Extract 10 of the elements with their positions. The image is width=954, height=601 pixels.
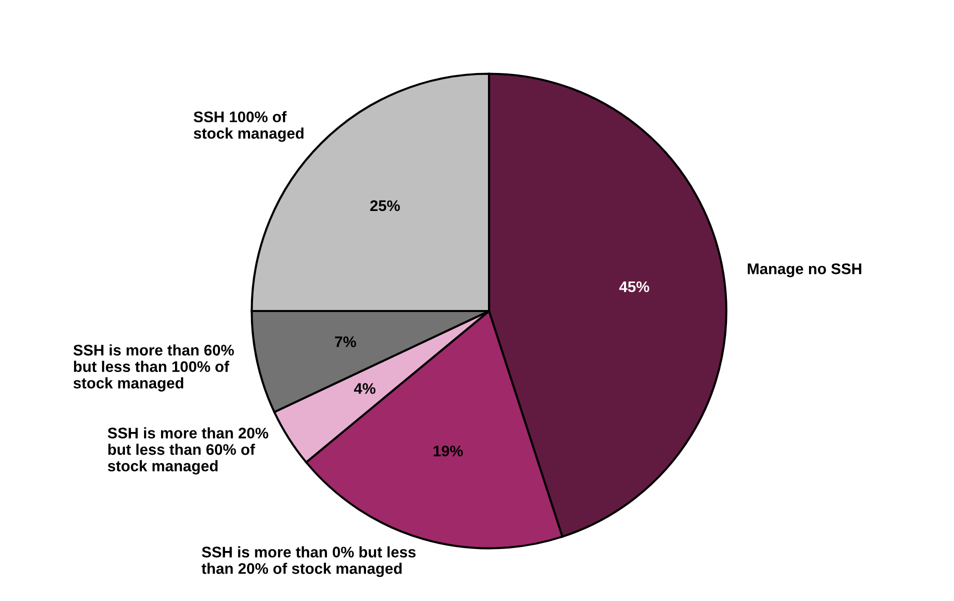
data-label: 19%	[434, 446, 463, 456]
slice-label: SSH 100% of stock managed	[194, 111, 304, 142]
data-label: 7%	[335, 336, 356, 348]
slice-label: SSH is more than 0% but less than 20% of stock managed	[202, 546, 416, 578]
data-label: 45%	[619, 281, 650, 292]
data-label: 25%	[370, 200, 400, 212]
slice-label: SSH is more than 60% but less than 100% of stock managed	[73, 344, 234, 392]
slice-label: SSH is more than 20% but less than 60% of stock managed	[108, 427, 268, 474]
slice-label: Manage no SSH	[748, 263, 862, 278]
data-label: 4%	[354, 383, 376, 394]
